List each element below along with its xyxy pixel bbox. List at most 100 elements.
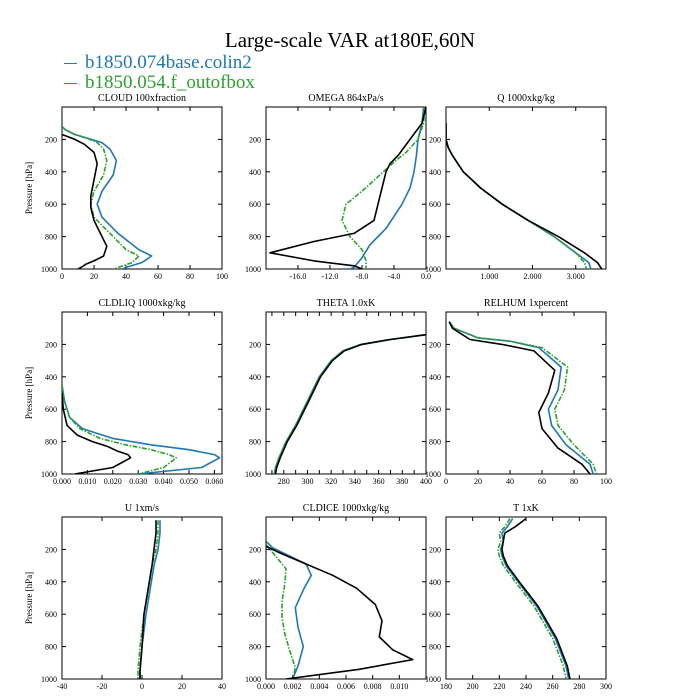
ytick-label: 600 bbox=[429, 405, 441, 414]
series-line-t-2 bbox=[501, 517, 571, 679]
xtick-label: 0 bbox=[140, 682, 144, 691]
xtick-label: 0.0 bbox=[421, 272, 431, 281]
xtick-label: 0.030 bbox=[129, 477, 147, 486]
xtick-label: 360 bbox=[373, 477, 385, 486]
ytick-label: 600 bbox=[45, 200, 57, 209]
ytick-label: 600 bbox=[249, 610, 261, 619]
xtick-label: 320 bbox=[325, 477, 337, 486]
xtick-label: 0.006 bbox=[337, 682, 355, 691]
ytick-label: 200 bbox=[429, 340, 441, 349]
ytick-label: 1000 bbox=[245, 470, 261, 479]
xtick-label: 100 bbox=[216, 272, 228, 281]
ytick-label: 800 bbox=[429, 233, 441, 242]
plot-frame-omega bbox=[265, 106, 427, 270]
ytick-label: 800 bbox=[249, 643, 261, 652]
ytick-label: 200 bbox=[249, 340, 261, 349]
ytick-label: 200 bbox=[249, 135, 261, 144]
ytick-label: 1000 bbox=[245, 265, 261, 274]
xtick-label: 80 bbox=[570, 477, 578, 486]
plot-frame-t bbox=[445, 516, 607, 680]
ytick-label: 600 bbox=[429, 200, 441, 209]
xtick-label: 100 bbox=[600, 477, 612, 486]
xtick-label: 0.010 bbox=[390, 682, 408, 691]
series-line-relhum-1 bbox=[448, 321, 598, 474]
xtick-label: 0.010 bbox=[78, 477, 96, 486]
ytick-label: 800 bbox=[45, 233, 57, 242]
xtick-label: -12.0 bbox=[322, 272, 339, 281]
xtick-label: 0.000 bbox=[257, 682, 275, 691]
series-line-q-1 bbox=[446, 123, 588, 269]
y-axis-label: Pressure [hPa] bbox=[24, 572, 34, 624]
plot-frame-relhum bbox=[445, 311, 607, 475]
series-line-cldice-1 bbox=[266, 543, 297, 679]
ytick-label: 800 bbox=[429, 643, 441, 652]
ytick-label: 400 bbox=[429, 168, 441, 177]
series-line-omega-0 bbox=[349, 107, 425, 269]
plot-title-cldice: CLDICE 1000xkg/kg bbox=[303, 503, 389, 514]
plot-title-u: U 1xm/s bbox=[125, 503, 159, 514]
xtick-label: 20 bbox=[474, 477, 482, 486]
ytick-label: 1000 bbox=[41, 265, 57, 274]
xtick-label: 0.008 bbox=[364, 682, 382, 691]
ytick-label: 1000 bbox=[41, 470, 57, 479]
xtick-label: -4.0 bbox=[388, 272, 401, 281]
ytick-label: 400 bbox=[429, 578, 441, 587]
plot-title-cloud: CLOUD 100xfraction bbox=[98, 93, 186, 104]
series-line-cloud-2 bbox=[62, 133, 108, 269]
xtick-label: 280 bbox=[278, 477, 290, 486]
ytick-label: 800 bbox=[249, 438, 261, 447]
plot-title-relhum: RELHUM 1xpercent bbox=[484, 298, 568, 309]
plot-frame-theta bbox=[265, 311, 427, 475]
ytick-label: 600 bbox=[45, 405, 57, 414]
xtick-label: 300 bbox=[301, 477, 313, 486]
plot-frame-cloud bbox=[61, 106, 223, 270]
ytick-label: 1000 bbox=[425, 675, 441, 684]
series-line-omega-1 bbox=[341, 107, 426, 269]
series-line-q-2 bbox=[446, 123, 603, 269]
legend-label-base: b1850.074base.colin2 bbox=[85, 52, 252, 73]
ytick-label: 200 bbox=[249, 545, 261, 554]
xtick-label: 20 bbox=[90, 272, 98, 281]
ytick-label: 400 bbox=[45, 168, 57, 177]
xtick-label: 0.050 bbox=[180, 477, 198, 486]
ytick-label: 1000 bbox=[245, 675, 261, 684]
ytick-label: 1000 bbox=[425, 470, 441, 479]
series-line-cloud-1 bbox=[62, 125, 140, 269]
xtick-label: 380 bbox=[396, 477, 408, 486]
ytick-label: 800 bbox=[429, 438, 441, 447]
ytick-label: 400 bbox=[249, 373, 261, 382]
xtick-label: 340 bbox=[349, 477, 361, 486]
xtick-label: 1.000 bbox=[480, 272, 498, 281]
xtick-label: 0.040 bbox=[155, 477, 173, 486]
ytick-label: 200 bbox=[429, 545, 441, 554]
series-line-u-2 bbox=[139, 520, 157, 679]
y-axis-label: Pressure [hPa] bbox=[24, 367, 34, 419]
ytick-label: 1000 bbox=[425, 265, 441, 274]
xtick-label: 20 bbox=[178, 682, 186, 691]
ytick-label: 200 bbox=[45, 340, 57, 349]
plot-title-q: Q 1000xkg/kg bbox=[497, 93, 555, 104]
ytick-label: 400 bbox=[45, 373, 57, 382]
xtick-label: 60 bbox=[538, 477, 546, 486]
xtick-label: 240 bbox=[520, 682, 532, 691]
xtick-label: 220 bbox=[493, 682, 505, 691]
xtick-label: -8.0 bbox=[356, 272, 369, 281]
xtick-label: 180 bbox=[440, 682, 452, 691]
plot-title-omega: OMEGA 864xPa/s bbox=[308, 93, 383, 104]
ytick-label: 800 bbox=[45, 643, 57, 652]
y-axis-label: Pressure [hPa] bbox=[24, 162, 34, 214]
xtick-label: 0.000 bbox=[53, 477, 71, 486]
xtick-label: 60 bbox=[154, 272, 162, 281]
ytick-label: 400 bbox=[429, 373, 441, 382]
series-line-relhum-0 bbox=[448, 321, 594, 474]
legend-entry-outofbox: b1850.054.f_outofbox bbox=[64, 72, 255, 94]
series-line-cldice-0 bbox=[266, 540, 313, 679]
legend-line-outofbox bbox=[64, 83, 77, 85]
xtick-label: 3.000 bbox=[567, 272, 585, 281]
xtick-label: 2.000 bbox=[523, 272, 541, 281]
series-line-t-0 bbox=[499, 518, 570, 679]
ytick-label: 600 bbox=[45, 610, 57, 619]
xtick-label: 200 bbox=[467, 682, 479, 691]
plot-frame-q bbox=[445, 106, 607, 270]
ytick-label: 200 bbox=[45, 545, 57, 554]
